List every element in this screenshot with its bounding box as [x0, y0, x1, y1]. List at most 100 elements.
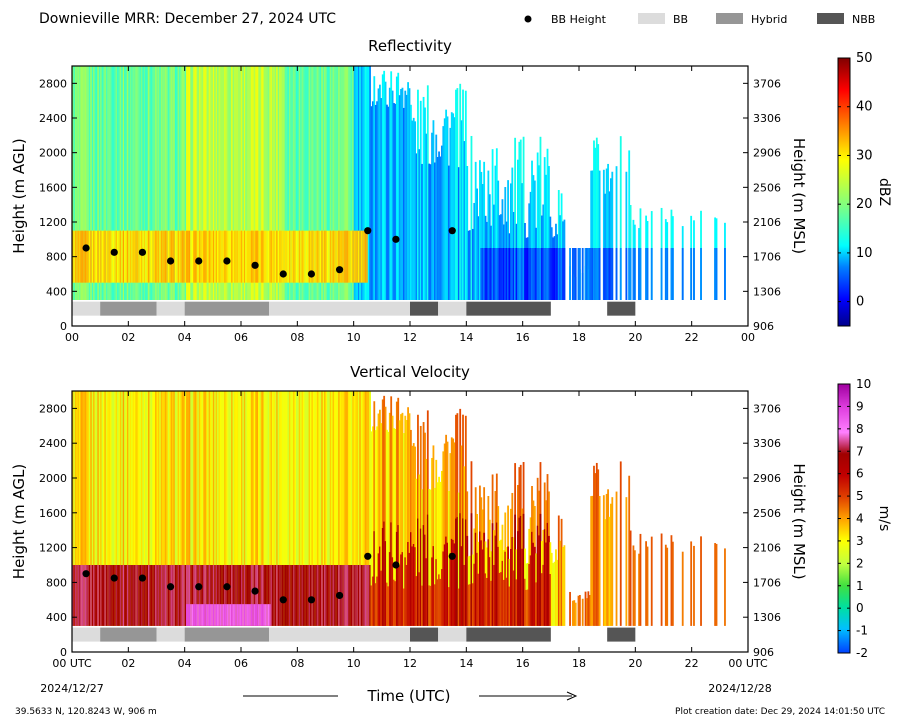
- y-tick-label-left: 2000: [39, 472, 67, 485]
- vertical-velocity-field: [72, 391, 726, 626]
- bb-height-point: [195, 257, 203, 265]
- bb-type-segment-nbb: [607, 301, 636, 316]
- bb-type-segment-bb: [438, 627, 467, 642]
- legend-swatch-bb: [638, 13, 665, 24]
- bb-height-point: [307, 270, 316, 278]
- y-tick-label-left: 400: [46, 611, 67, 624]
- panel-title: Vertical Velocity: [350, 363, 470, 381]
- bb-height-point: [279, 270, 287, 278]
- x-tick-label: 06: [234, 657, 248, 670]
- y-tick-label-left: 2400: [39, 437, 67, 450]
- bb-type-segment-bb: [72, 301, 101, 316]
- bb-height-point: [364, 227, 372, 235]
- y-tick-label-left: 2000: [39, 147, 67, 160]
- station-location: 39.5633 N, 120.8243 W, 906 m: [15, 707, 157, 717]
- bb-height-point: [138, 248, 147, 256]
- y-axis-label-left: Height (m AGL): [10, 138, 28, 253]
- y-tick-label-right: 906: [753, 646, 774, 659]
- bb-type-segment-bb: [156, 627, 185, 642]
- x-tick-label: 04: [178, 657, 192, 670]
- colorbar-label: m/s: [876, 506, 892, 532]
- colorbar-tick-label: 7: [856, 444, 864, 458]
- x-tick-label: 00: [65, 331, 79, 344]
- x-tick-label: 14: [459, 657, 473, 670]
- bb-type-segment-bb: [438, 301, 467, 316]
- bb-height-point: [279, 596, 287, 604]
- x-tick-label: 20: [628, 657, 642, 670]
- y-tick-label-right: 2106: [753, 542, 781, 555]
- x-tick-label: 18: [572, 657, 586, 670]
- x-tick-label: 08: [290, 657, 304, 670]
- bb-height-point: [166, 257, 175, 265]
- bb-height-point: [364, 552, 372, 560]
- colorbar-label: dBZ: [876, 178, 892, 206]
- bb-type-segment-hybrid: [100, 301, 157, 316]
- bb-height-point: [223, 257, 231, 265]
- bb-type-segment-nbb: [466, 627, 551, 642]
- x-tick-label: 00 UTC: [728, 657, 768, 670]
- bb-height-point: [223, 583, 231, 591]
- y-tick-label-left: 2800: [39, 402, 67, 415]
- x-tick-label: 16: [516, 331, 530, 344]
- bb-type-segment-nbb: [607, 627, 636, 642]
- colorbar-tick-label: 20: [856, 197, 873, 212]
- y-tick-label-left: 800: [46, 251, 67, 264]
- y-tick-label-left: 1200: [39, 542, 67, 555]
- colorbar-tick-label: 10: [856, 377, 871, 391]
- y-axis-label-right: Height (m MSL): [790, 463, 808, 579]
- y-tick-label-right: 3706: [753, 402, 781, 415]
- plot-creation-date: Plot creation date: Dec 29, 2024 14:01:5…: [675, 707, 885, 717]
- y-tick-label-left: 2400: [39, 112, 67, 125]
- bb-height-point: [195, 583, 203, 591]
- legend: BB Height BB Hybrid NBB: [524, 13, 875, 26]
- bb-height-point: [448, 552, 456, 560]
- start-date: 2024/12/27: [40, 682, 103, 695]
- x-tick-label: 00 UTC: [52, 657, 92, 670]
- x-tick-label: 14: [459, 331, 473, 344]
- bb-height-point: [251, 587, 259, 595]
- legend-label-bb-height: BB Height: [551, 13, 607, 26]
- figure-title: Downieville MRR: December 27, 2024 UTC: [39, 11, 336, 27]
- bb-height-point: [392, 561, 400, 569]
- colorbar-tick-label: 4: [856, 512, 864, 526]
- colorbar-tick-label: 5: [856, 489, 864, 503]
- colorbar: [837, 57, 851, 327]
- x-tick-label: 16: [516, 657, 530, 670]
- bb-height-point: [335, 591, 344, 600]
- colorbar-tick-label: 50: [856, 51, 873, 66]
- colorbar-tick-label: 2: [856, 556, 864, 570]
- bb-type-segment-nbb: [466, 301, 551, 316]
- colorbar-tick-label: 0: [856, 601, 864, 615]
- x-tick-label: 12: [403, 657, 417, 670]
- y-tick-label-left: 0: [60, 646, 67, 659]
- bb-type-segment-hybrid: [184, 627, 270, 642]
- y-tick-label-right: 1306: [753, 285, 781, 298]
- x-tick-label: 10: [347, 657, 361, 670]
- y-tick-label-left: 1600: [39, 507, 67, 520]
- bb-type-segment-bb: [269, 301, 410, 316]
- x-tick-label: 10: [347, 331, 361, 344]
- y-tick-label-right: 2906: [753, 472, 781, 485]
- reflectivity-field: [72, 66, 726, 301]
- y-tick-label-right: 3306: [753, 437, 781, 450]
- end-date: 2024/12/28: [708, 682, 771, 695]
- panel-title: Reflectivity: [368, 37, 452, 55]
- y-tick-label-right: 2506: [753, 507, 781, 520]
- bb-type-segment-bb: [72, 627, 101, 642]
- bb-type-segment-bb: [156, 301, 185, 316]
- legend-swatch-nbb: [817, 13, 844, 24]
- y-tick-label-left: 0: [60, 320, 67, 333]
- x-tick-label: 06: [234, 331, 248, 344]
- x-axis-label: Time (UTC): [367, 687, 451, 705]
- bb-type-segment-bb: [269, 627, 410, 642]
- y-tick-label-right: 906: [753, 320, 774, 333]
- y-tick-label-right: 1306: [753, 611, 781, 624]
- y-tick-label-right: 3306: [753, 112, 781, 125]
- y-tick-label-right: 2506: [753, 181, 781, 194]
- colorbar-tick-label: 40: [856, 100, 873, 115]
- colorbar-tick-label: 8: [856, 422, 864, 436]
- y-tick-label-right: 1706: [753, 576, 781, 589]
- colorbar-tick-label: 6: [856, 467, 864, 481]
